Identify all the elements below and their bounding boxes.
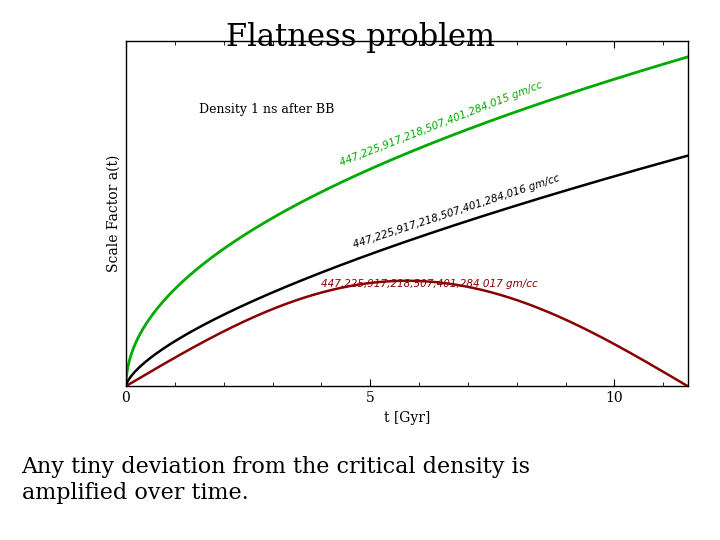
Text: 447,225,917,218,507,401,284,016 gm/cc: 447,225,917,218,507,401,284,016 gm/cc xyxy=(352,173,561,249)
Text: 447,225,917,218,507,401,284 017 gm/cc: 447,225,917,218,507,401,284 017 gm/cc xyxy=(321,279,538,289)
Text: Flatness problem: Flatness problem xyxy=(225,22,495,52)
X-axis label: t [Gyr]: t [Gyr] xyxy=(384,410,430,424)
Text: 447,225,917,218,507,401,284,015 gm/cc: 447,225,917,218,507,401,284,015 gm/cc xyxy=(339,80,544,168)
Text: Any tiny deviation from the critical density is
amplified over time.: Any tiny deviation from the critical den… xyxy=(22,456,531,504)
Y-axis label: Scale Factor a(t): Scale Factor a(t) xyxy=(107,154,120,272)
Text: Density 1 ns after BB: Density 1 ns after BB xyxy=(199,103,334,116)
